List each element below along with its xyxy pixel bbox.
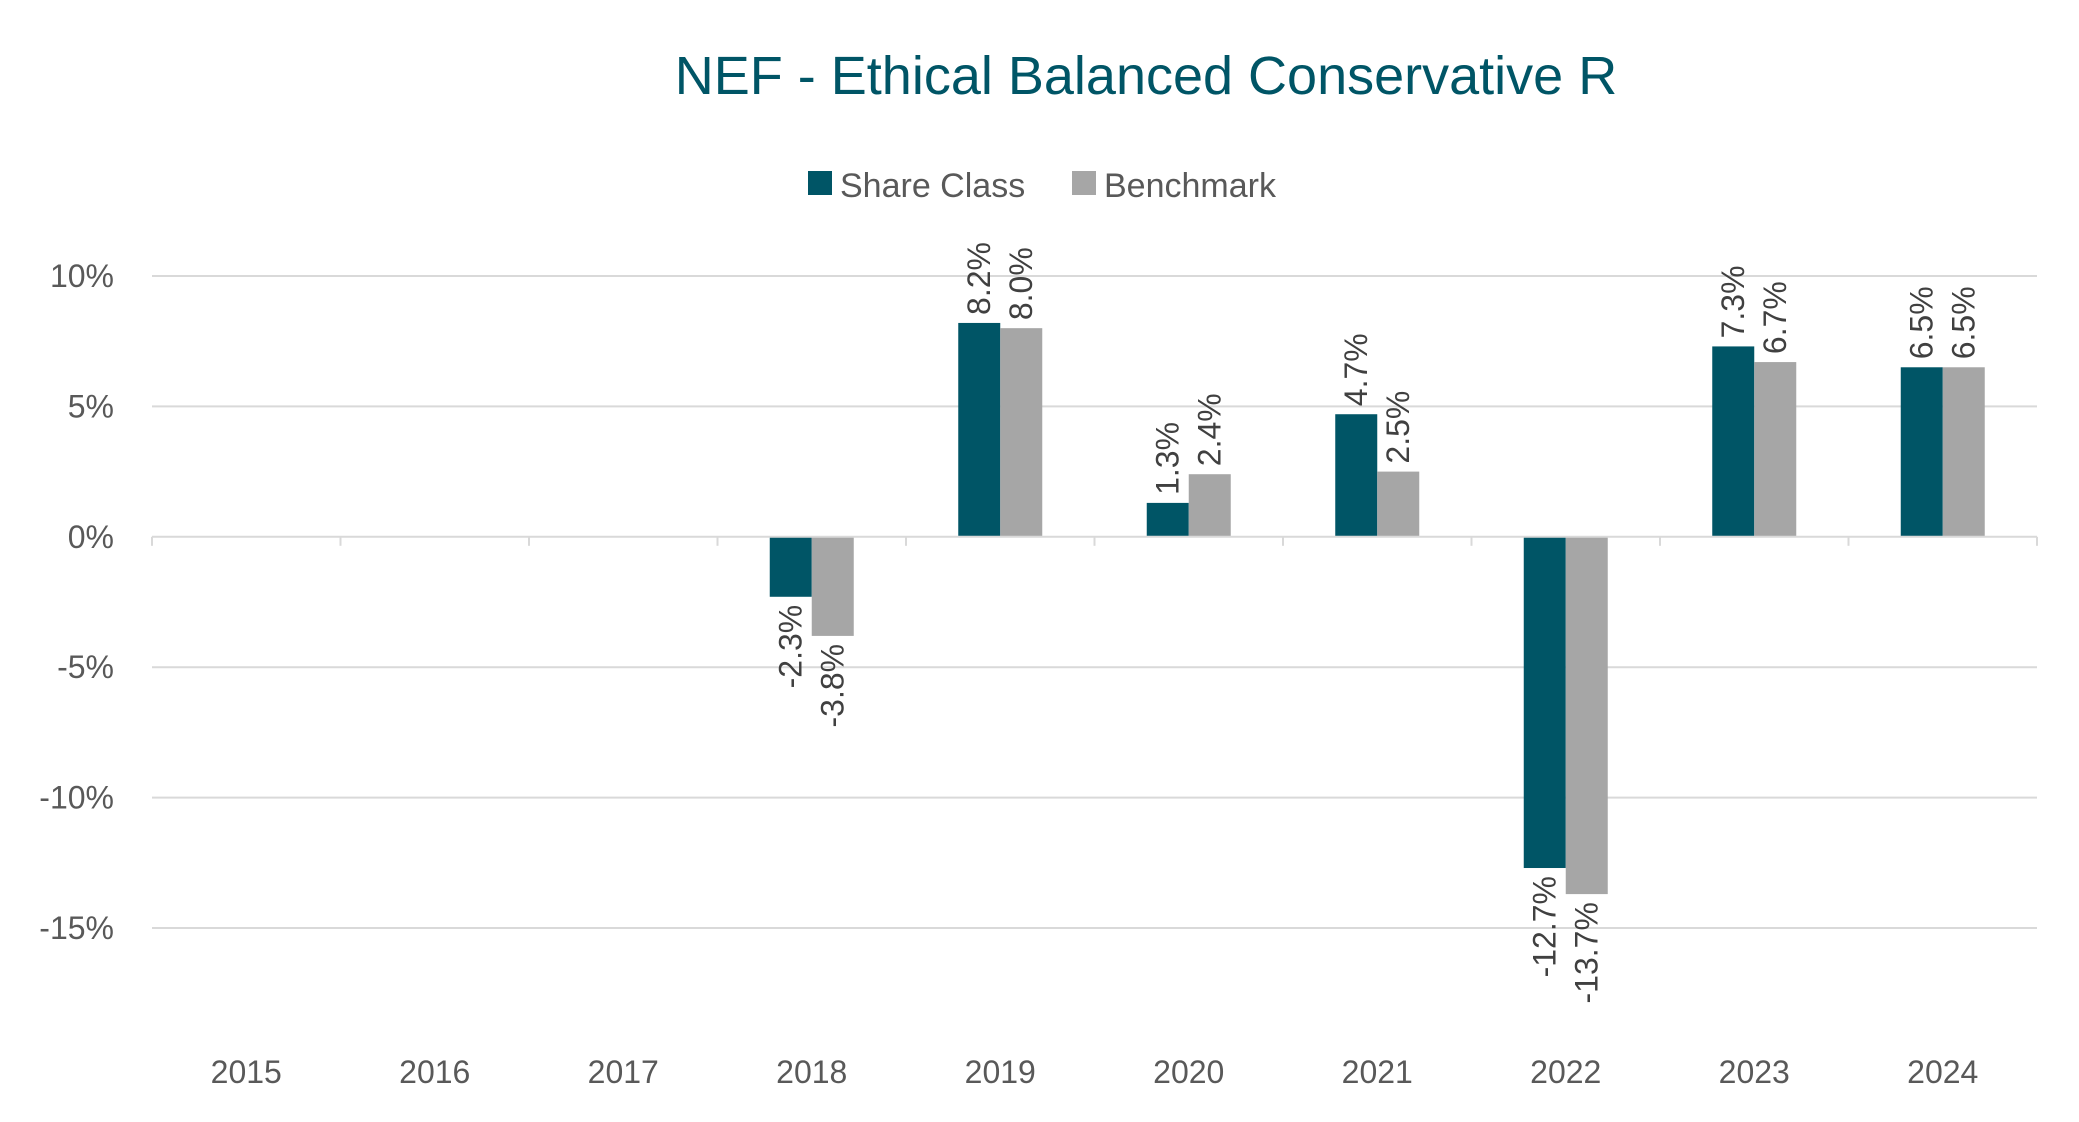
bar-share-class-2020 [1146,502,1189,537]
data-label: -13.7% [1569,902,1605,1003]
y-tick-label: -10% [39,780,114,816]
bar-benchmark-2019 [1000,328,1043,537]
bar-benchmark-2021 [1377,471,1420,537]
x-tick-label: 2024 [1907,1054,1978,1090]
bar-share-class-2024 [1900,367,1943,537]
x-tick-label: 2016 [399,1054,470,1090]
x-tick-label: 2023 [1719,1054,1790,1090]
bar-share-class-2023 [1712,346,1755,537]
legend-swatch-share-class [808,171,832,195]
x-tick-label: 2018 [776,1054,847,1090]
x-tick-label: 2017 [588,1054,659,1090]
data-label: 8.2% [961,242,997,315]
data-label: 6.5% [1904,286,1940,359]
data-label: 6.7% [1757,281,1793,354]
legend-swatch-benchmark [1072,171,1096,195]
chart-title: NEF - Ethical Balanced Conservative R [675,46,1617,106]
bar-benchmark-2023 [1754,362,1797,537]
legend-item-share-class: Share Class [808,167,1025,205]
data-label: 7.3% [1715,265,1751,338]
legend-label-share-class: Share Class [840,167,1025,205]
y-axis: 10% 5% 0% -5% -10% -15% [39,258,114,946]
data-label: -2.3% [773,605,809,689]
legend-label-benchmark: Benchmark [1104,167,1277,205]
data-label: 6.5% [1946,286,1982,359]
bar-benchmark-2024 [1942,367,1985,537]
data-label: -3.8% [815,644,851,728]
data-label: 8.0% [1003,247,1039,320]
x-axis [151,535,2038,546]
y-tick-label: -5% [57,649,114,685]
data-label: 1.3% [1150,422,1186,495]
data-label: 2.4% [1192,393,1228,466]
y-tick-label: 5% [68,388,114,424]
legend: Share Class Benchmark [808,167,1277,205]
bar-benchmark-2018 [811,536,854,636]
bar-share-class-2021 [1335,414,1378,537]
x-axis-labels: 2015 2016 2017 2018 2019 2020 2021 2022 2023 2024 [211,1054,1979,1090]
x-tick-label: 2021 [1342,1054,1413,1090]
bar-share-class-2022 [1523,536,1566,869]
legend-item-benchmark: Benchmark [1072,167,1277,205]
bars [769,322,1985,895]
x-tick-label: 2020 [1153,1054,1224,1090]
y-tick-label: 0% [68,519,114,555]
bar-benchmark-2022 [1565,536,1608,895]
data-label: 2.5% [1380,391,1416,464]
x-tick-label: 2019 [965,1054,1036,1090]
data-label: 4.7% [1338,333,1374,406]
x-tick-label: 2015 [211,1054,282,1090]
data-labels: -2.3% -3.8% 8.2% 8.0% 1.3% 2.4% 4.7%2.5% -12.7%… [773,242,1982,1003]
bar-share-class-2018 [769,536,812,597]
y-tick-label: -15% [39,910,114,946]
bar-share-class-2019 [958,322,1001,537]
bar-benchmark-2020 [1188,474,1231,537]
x-tick-label: 2022 [1530,1054,1601,1090]
data-label: -12.7% [1527,876,1563,977]
y-tick-label: 10% [50,258,114,294]
